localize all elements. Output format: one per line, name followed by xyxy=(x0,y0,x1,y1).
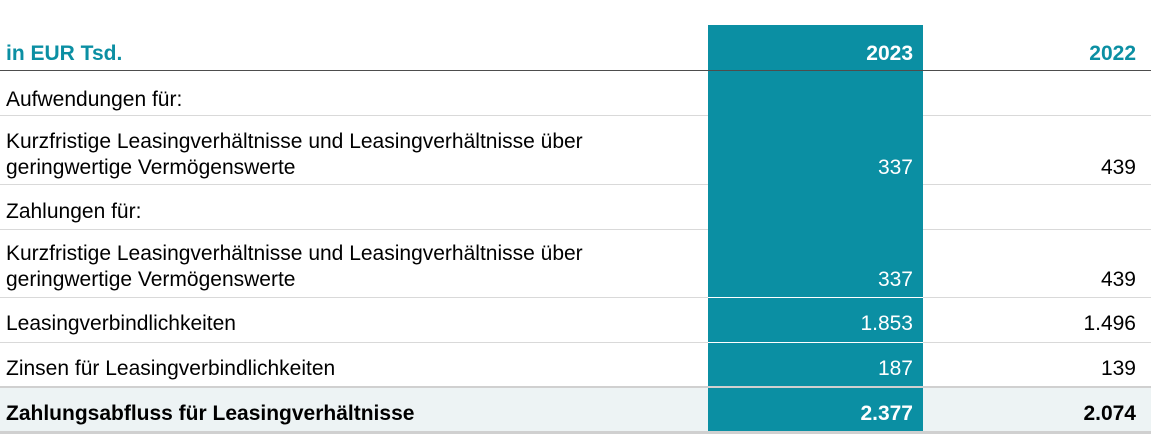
row-divider xyxy=(923,297,1151,298)
value-2023: 337 xyxy=(877,156,913,179)
table-header-row: in EUR Tsd. 2023 2022 xyxy=(0,25,1151,70)
unit-label: in EUR Tsd. xyxy=(6,42,123,65)
row-divider xyxy=(0,229,708,230)
year-2022-header: 2022 xyxy=(1089,42,1136,65)
total-label: Zahlungsabfluss für Leasingverhältnisse xyxy=(6,402,415,425)
row-divider xyxy=(0,115,708,116)
value-2022: 1.496 xyxy=(1083,312,1136,335)
row-divider xyxy=(708,342,923,343)
table-row: Zahlungen für: xyxy=(0,185,1151,229)
row-divider xyxy=(0,342,708,343)
value-2023: 1.853 xyxy=(860,312,913,335)
row-divider xyxy=(923,184,1151,185)
total-rule-bottom xyxy=(0,431,1151,434)
row-divider xyxy=(923,342,1151,343)
row-label: Aufwendungen für: xyxy=(6,88,183,111)
row-label: Leasingverbindlichkeiten xyxy=(6,312,236,335)
row-divider xyxy=(923,115,1151,116)
table-row: Zinsen für Leasingverbindlichkeiten 187 … xyxy=(0,343,1151,386)
total-value-2023: 2.377 xyxy=(860,402,913,425)
row-divider xyxy=(923,229,1151,230)
value-2022: 439 xyxy=(1100,156,1136,179)
table-row: Kurzfristige Leasingverhältnisse und Lea… xyxy=(0,230,1151,297)
row-label: Zinsen für Leasingverbindlichkeiten xyxy=(6,357,336,380)
row-label-line1: Kurzfristige Leasingverhältnisse und Lea… xyxy=(6,242,583,265)
value-2022: 439 xyxy=(1100,268,1136,291)
row-divider xyxy=(708,297,923,298)
row-divider xyxy=(0,297,708,298)
header-rule xyxy=(0,70,1151,71)
current-year-column-highlight xyxy=(708,25,923,434)
year-2023-header: 2023 xyxy=(866,42,913,65)
total-row-background xyxy=(0,388,1151,431)
row-label: Zahlungen für: xyxy=(6,200,142,223)
row-label-line2: geringwertige Vermögenswerte xyxy=(6,268,296,291)
value-2023: 187 xyxy=(877,357,913,380)
row-divider xyxy=(0,184,708,185)
value-2023: 337 xyxy=(877,268,913,291)
total-row: Zahlungsabfluss für Leasingverhältnisse … xyxy=(0,388,1151,431)
table-row: Aufwendungen für: xyxy=(0,71,1151,115)
table-row: Leasingverbindlichkeiten 1.853 1.496 xyxy=(0,298,1151,342)
value-2022: 139 xyxy=(1100,357,1136,380)
row-label-line1: Kurzfristige Leasingverhältnisse und Lea… xyxy=(6,130,583,153)
total-value-2022: 2.074 xyxy=(1083,402,1136,425)
table-row: Kurzfristige Leasingverhältnisse und Lea… xyxy=(0,116,1151,184)
row-label-line2: geringwertige Vermögenswerte xyxy=(6,156,296,179)
total-rule-top xyxy=(0,386,1151,388)
